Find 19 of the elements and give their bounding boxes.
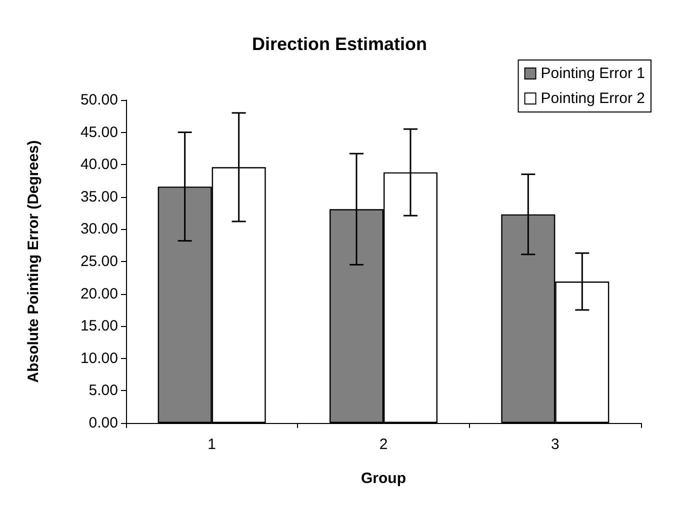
x-axis-title: Group (361, 470, 406, 487)
x-tick-label: 2 (379, 436, 388, 453)
y-tick-label: 0.00 (88, 414, 118, 432)
y-tick-label: 15.00 (80, 318, 118, 335)
x-tick-label: 3 (550, 436, 560, 453)
y-axis-title: Absolute Pointing Error (Degrees) (25, 140, 42, 383)
y-tick-label: 35.00 (80, 188, 118, 206)
y-tick-label: 40.00 (80, 156, 118, 174)
y-tick-label: 10.00 (80, 350, 118, 367)
chart-title: Direction Estimation (252, 34, 428, 54)
legend-label: Pointing Error 1 (540, 65, 645, 82)
y-tick-label: 30.00 (80, 220, 118, 238)
y-tick-label: 20.00 (80, 285, 118, 302)
x-tick-label: 1 (208, 436, 216, 453)
y-tick-label: 5.00 (88, 382, 118, 400)
y-tick-label: 45.00 (80, 124, 118, 141)
legend-label: Pointing Error 2 (540, 90, 645, 107)
y-tick-label: 25.00 (80, 253, 118, 270)
y-tick-label: 50.00 (80, 92, 118, 108)
